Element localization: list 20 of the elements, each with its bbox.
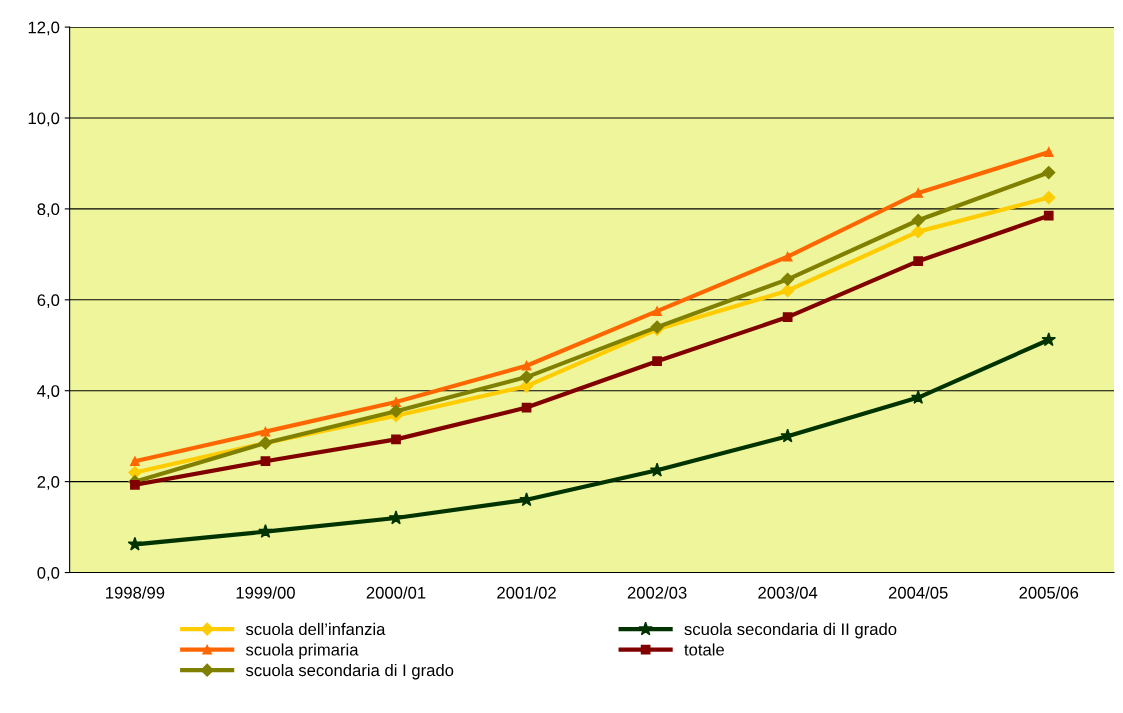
legend-label: scuola primaria xyxy=(245,643,359,659)
y-tick-label: 4,0 xyxy=(37,385,60,399)
x-tick-label: 2005/06 xyxy=(1019,586,1079,599)
legend-label: scuola secondaria di I grado xyxy=(245,663,454,680)
x-tick-label: 2002/03 xyxy=(627,586,687,599)
y-tick-label: 8,0 xyxy=(37,203,60,218)
x-tick-label: 2004/05 xyxy=(888,586,948,599)
y-tick-label: 2,0 xyxy=(37,476,60,490)
y-tick-label: 6,0 xyxy=(37,294,60,308)
legend-label: totale xyxy=(684,643,724,656)
y-tick-label: 0,0 xyxy=(37,566,60,581)
y-tick-label: 12,0 xyxy=(28,21,60,36)
y-tick-label: 10,0 xyxy=(28,112,60,127)
x-tick-label: 2000/01 xyxy=(366,586,426,599)
x-tick-label: 2001/02 xyxy=(497,586,556,599)
x-tick-label: 1998/99 xyxy=(106,586,165,599)
legend-label: scuola dell’infanzia xyxy=(245,622,386,636)
legend-label: scuola secondaria di II grado xyxy=(684,622,897,639)
x-tick-label: 1999/00 xyxy=(236,586,295,599)
x-tick-label: 2003/04 xyxy=(758,586,818,599)
